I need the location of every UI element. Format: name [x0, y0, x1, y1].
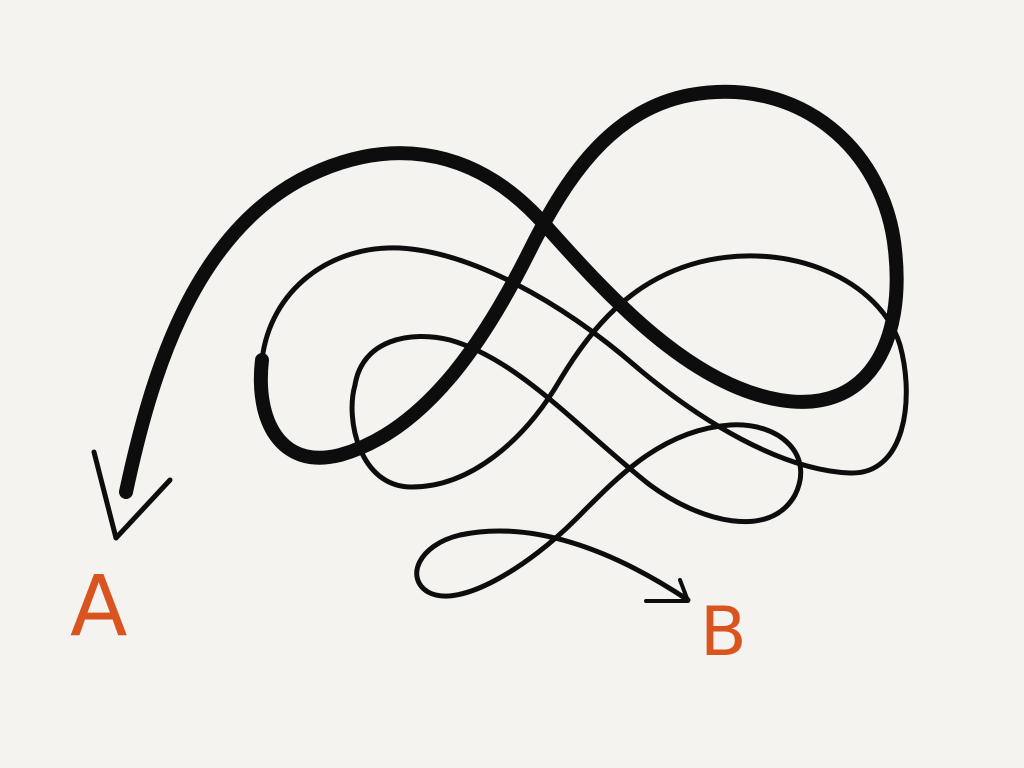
thick-loop-curve [119, 84, 904, 499]
inner-loop-curve [352, 333, 804, 603]
arrowhead-a [91, 449, 173, 541]
label-a: A [70, 557, 127, 655]
middle-loop-curve [259, 245, 909, 490]
arrowhead-b [644, 578, 690, 603]
label-b: B [700, 593, 747, 672]
